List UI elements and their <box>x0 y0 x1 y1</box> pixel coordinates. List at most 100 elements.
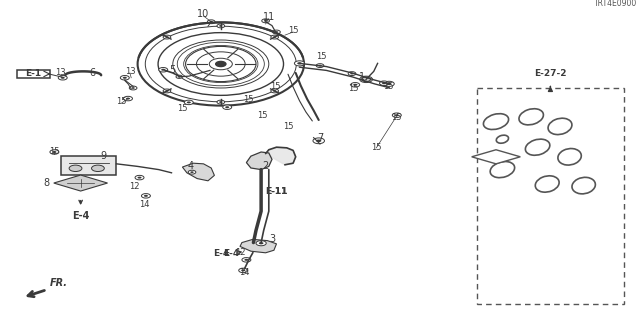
Ellipse shape <box>525 139 550 155</box>
Circle shape <box>165 36 169 38</box>
Circle shape <box>61 77 65 79</box>
Text: FR.: FR. <box>51 278 68 288</box>
Text: 1: 1 <box>358 72 365 82</box>
Ellipse shape <box>572 177 595 194</box>
Circle shape <box>178 76 180 77</box>
Circle shape <box>313 138 324 144</box>
Circle shape <box>141 194 150 198</box>
Ellipse shape <box>496 135 509 143</box>
Polygon shape <box>182 163 214 181</box>
Circle shape <box>219 101 223 103</box>
Text: 15: 15 <box>177 104 188 113</box>
Text: 12: 12 <box>129 182 140 191</box>
Ellipse shape <box>558 148 581 165</box>
Text: 8: 8 <box>44 178 50 188</box>
Circle shape <box>58 76 67 80</box>
Circle shape <box>188 170 196 174</box>
Text: 10: 10 <box>197 9 210 19</box>
Circle shape <box>239 268 248 273</box>
Text: 15: 15 <box>383 82 394 91</box>
Circle shape <box>364 78 369 81</box>
Text: TRT4E0900: TRT4E0900 <box>593 0 637 8</box>
Circle shape <box>348 72 356 76</box>
Circle shape <box>163 89 171 93</box>
Text: 14: 14 <box>139 200 149 209</box>
Polygon shape <box>266 147 296 165</box>
Circle shape <box>165 90 169 92</box>
Ellipse shape <box>535 176 559 192</box>
Circle shape <box>273 90 276 92</box>
Text: 15: 15 <box>392 113 402 122</box>
Text: 15: 15 <box>49 147 60 156</box>
Text: 6: 6 <box>90 68 96 78</box>
Circle shape <box>362 77 371 82</box>
Text: 14: 14 <box>239 268 250 277</box>
Circle shape <box>387 83 392 85</box>
Text: E-11: E-11 <box>266 188 287 196</box>
Circle shape <box>223 105 232 109</box>
Text: 9: 9 <box>100 151 107 161</box>
Circle shape <box>219 25 223 27</box>
Text: 15: 15 <box>348 84 358 93</box>
FancyBboxPatch shape <box>61 156 116 175</box>
Circle shape <box>161 69 165 71</box>
Circle shape <box>187 101 191 103</box>
Circle shape <box>382 82 386 84</box>
Circle shape <box>297 62 302 65</box>
FancyBboxPatch shape <box>17 70 50 78</box>
Circle shape <box>69 165 82 172</box>
Text: 4: 4 <box>188 161 194 172</box>
Text: 13: 13 <box>125 67 135 76</box>
Text: 15: 15 <box>283 122 293 131</box>
Text: E-1: E-1 <box>25 69 42 78</box>
Text: 15: 15 <box>270 82 280 91</box>
Text: 12: 12 <box>235 248 245 257</box>
Circle shape <box>273 36 276 38</box>
Circle shape <box>138 177 141 179</box>
Circle shape <box>256 241 266 246</box>
Circle shape <box>123 77 127 79</box>
Circle shape <box>144 195 148 197</box>
Ellipse shape <box>490 162 515 178</box>
Ellipse shape <box>519 109 543 125</box>
Circle shape <box>241 269 245 271</box>
Circle shape <box>244 259 248 261</box>
Circle shape <box>190 171 194 173</box>
Circle shape <box>92 165 104 172</box>
Text: E-27-2: E-27-2 <box>534 69 566 78</box>
Circle shape <box>124 96 132 101</box>
Circle shape <box>392 113 401 117</box>
Text: 5: 5 <box>170 65 176 76</box>
Circle shape <box>395 114 399 116</box>
Text: 13: 13 <box>56 68 66 77</box>
Text: E-4: E-4 <box>213 249 229 258</box>
Text: 15: 15 <box>243 95 253 104</box>
Ellipse shape <box>483 114 509 130</box>
Circle shape <box>159 68 168 72</box>
Circle shape <box>135 175 144 180</box>
Text: 7: 7 <box>317 132 323 143</box>
Circle shape <box>318 65 322 67</box>
Circle shape <box>259 242 264 244</box>
Text: 15: 15 <box>316 52 326 61</box>
Text: 3: 3 <box>269 234 275 244</box>
Circle shape <box>184 100 193 105</box>
Circle shape <box>380 81 388 85</box>
Circle shape <box>273 30 280 34</box>
Text: 15: 15 <box>288 26 298 35</box>
Text: 15: 15 <box>371 143 381 152</box>
Circle shape <box>163 35 171 39</box>
Circle shape <box>126 98 130 100</box>
Polygon shape <box>246 152 272 170</box>
Polygon shape <box>54 175 108 191</box>
Circle shape <box>52 151 56 153</box>
Circle shape <box>120 76 129 80</box>
Circle shape <box>131 87 135 89</box>
Circle shape <box>350 73 354 75</box>
Circle shape <box>351 83 360 87</box>
Circle shape <box>264 20 268 22</box>
Text: 2: 2 <box>262 161 269 171</box>
Text: 15: 15 <box>257 111 268 120</box>
Circle shape <box>271 35 278 39</box>
Circle shape <box>360 76 372 83</box>
